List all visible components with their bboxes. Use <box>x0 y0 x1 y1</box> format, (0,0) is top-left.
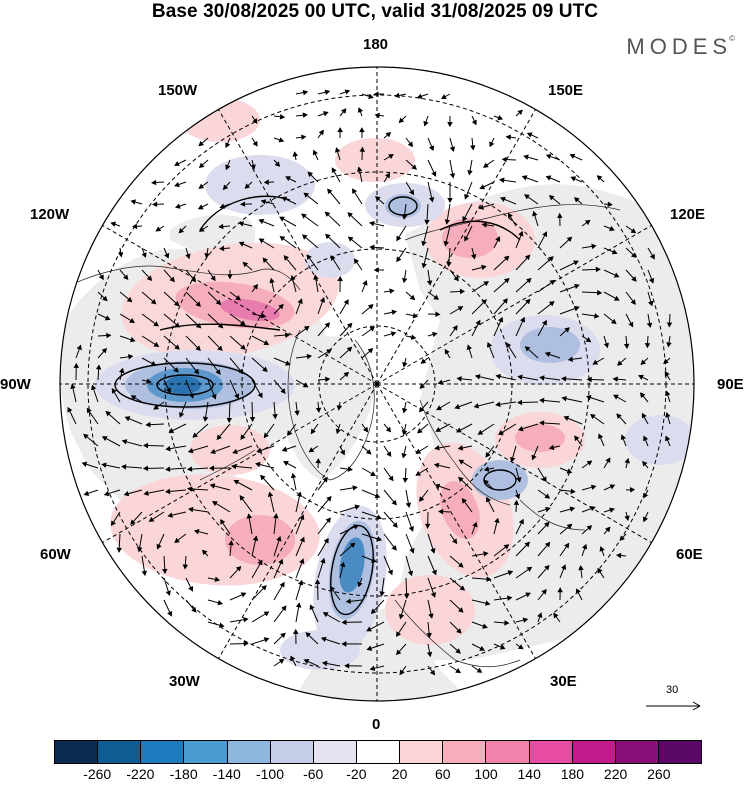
colorbar-segment <box>314 741 357 763</box>
reference-vector-label: 30 <box>666 684 678 696</box>
colorbar-tick-label: 260 <box>647 766 670 782</box>
colorbar-segment <box>141 741 184 763</box>
lon-label-150e: 150E <box>548 82 583 99</box>
colorbar-segment <box>55 741 98 763</box>
colorbar-tick-label: 20 <box>392 766 408 782</box>
lon-label-30w: 30W <box>169 673 200 690</box>
colorbar-tick-label: 140 <box>518 766 541 782</box>
colorbar-tick-label: 60 <box>435 766 451 782</box>
colorbar-tick-label: 180 <box>561 766 584 782</box>
lon-label-30e: 30E <box>550 673 577 690</box>
colorbar-tick-label: -260 <box>83 766 111 782</box>
colorbar-segment <box>573 741 616 763</box>
colorbar-segment <box>616 741 659 763</box>
colorbar-tick-label: -100 <box>256 766 284 782</box>
colorbar-tick-label: -60 <box>303 766 323 782</box>
colorbar-tick-label: -20 <box>346 766 366 782</box>
colorbar <box>54 740 702 764</box>
anomaly-pos-aleutians <box>180 98 260 142</box>
anomaly-pos-siberia-core <box>442 218 498 258</box>
lon-label-150w: 150W <box>158 82 197 99</box>
lon-label-120w: 120W <box>30 206 69 223</box>
lon-label-90e: 90E <box>717 376 744 393</box>
anomaly-pos-atlantic-core <box>225 515 295 565</box>
colorbar-segment <box>271 741 314 763</box>
colorbar-segment <box>486 741 529 763</box>
anomaly-pos-canada-east <box>190 425 270 475</box>
colorbar-segment <box>184 741 227 763</box>
colorbar-segment <box>357 741 400 763</box>
colorbar-tick-label: 220 <box>604 766 627 782</box>
colorbar-segment <box>400 741 443 763</box>
colorbar-tick-label: 100 <box>474 766 497 782</box>
lon-label-0: 0 <box>372 716 380 733</box>
colorbar-segment <box>443 741 486 763</box>
lon-label-180: 180 <box>363 36 388 53</box>
colorbar-segment <box>530 741 573 763</box>
colorbar-tick-label: -180 <box>170 766 198 782</box>
anomaly-pos-pacific <box>335 138 415 182</box>
lon-label-60e: 60E <box>676 546 703 563</box>
lon-label-60w: 60W <box>40 546 71 563</box>
colorbar-segment <box>659 741 701 763</box>
colorbar-segment <box>228 741 271 763</box>
colorbar-tick-label: -220 <box>126 766 154 782</box>
lon-label-120e: 120E <box>670 206 705 223</box>
anomaly-neg-east-siberia <box>625 415 695 465</box>
colorbar-tick-label: -140 <box>213 766 241 782</box>
lon-label-90w: 90W <box>0 376 31 393</box>
colorbar-segment <box>98 741 141 763</box>
